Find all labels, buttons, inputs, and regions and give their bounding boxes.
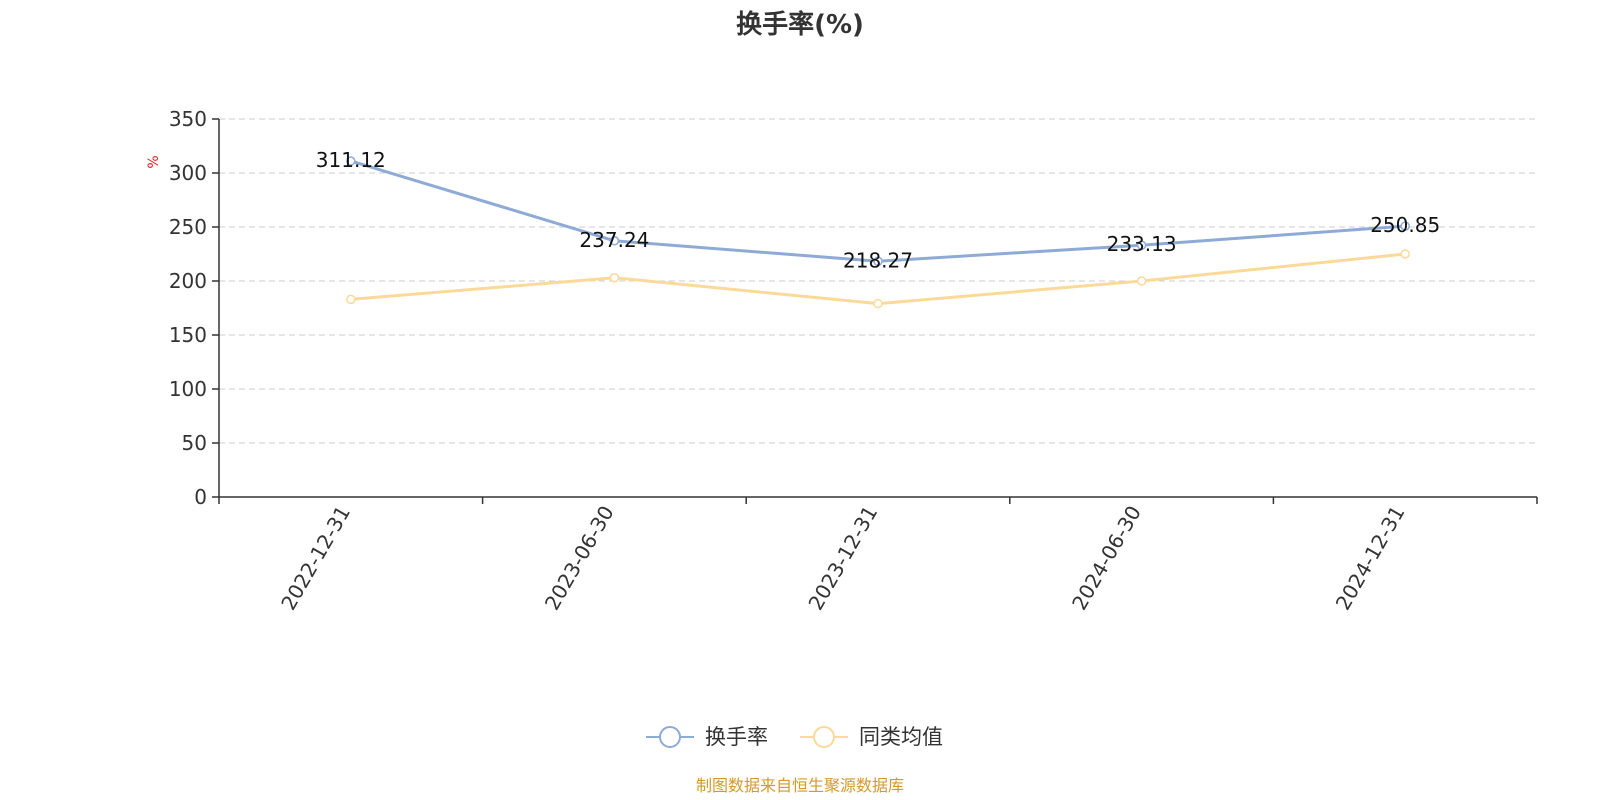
series-line-0 (350, 159, 1406, 263)
grid-lines (219, 118, 1537, 444)
legend-item-turnover[interactable]: 换手率 (646, 725, 768, 749)
y-tick-label: 100 (169, 377, 207, 401)
x-tick-label: 2024-12-31 (1331, 502, 1410, 615)
data-labels: 311.12 237.24 218.27 233.13 250.85 (316, 148, 1440, 272)
x-tick-label: 2022-12-31 (276, 502, 355, 615)
y-tick-label: 150 (169, 323, 207, 347)
data-point-1[interactable] (346, 294, 356, 305)
data-label: 250.85 (1370, 213, 1440, 237)
data-point-0[interactable] (1136, 240, 1147, 250)
data-label: 218.27 (843, 248, 913, 272)
legend-swatch-marker-turnover (659, 726, 681, 748)
x-ticks: 2022-12-31 2023-06-30 2023-12-31 2024-06-30… (218, 497, 1538, 615)
data-point-1[interactable] (1400, 249, 1410, 259)
legend-label-peer-average: 同类均值 (859, 725, 943, 749)
x-tick-label: 2023-12-31 (803, 502, 882, 615)
chart-title: 换手率(%) (736, 9, 864, 40)
legend-label-turnover: 换手率 (705, 725, 768, 749)
y-tick-label: 300 (169, 161, 207, 185)
data-point-0[interactable] (346, 156, 356, 166)
data-point-1[interactable] (1136, 276, 1147, 286)
data-point-1[interactable] (873, 298, 883, 309)
y-tick-label: 50 (182, 431, 207, 455)
legend-item-peer-average[interactable]: 同类均值 (800, 725, 943, 749)
y-tick-label: 200 (169, 269, 207, 293)
data-point-0[interactable] (609, 236, 620, 246)
y-ticks: 0 50 100 150 200 250 300 350 (169, 107, 219, 509)
axes (218, 119, 1537, 498)
data-label: 237.24 (579, 228, 649, 252)
y-tick-label: 0 (194, 485, 207, 509)
legend-swatch-marker-peer-average (813, 726, 835, 748)
y-axis-unit: % (146, 155, 162, 168)
series (346, 156, 1410, 309)
data-point-0[interactable] (873, 256, 883, 267)
legend: 换手率 同类均值 (646, 725, 943, 749)
data-source-note: 制图数据来自恒生聚源数据库 (696, 776, 904, 795)
data-point-1[interactable] (609, 273, 620, 283)
x-tick-label: 2023-06-30 (540, 502, 619, 615)
data-label: 233.13 (1107, 232, 1177, 256)
y-tick-label: 250 (169, 215, 207, 239)
data-label: 311.12 (316, 148, 386, 172)
data-point-0[interactable] (1400, 221, 1410, 231)
y-tick-label: 350 (169, 107, 207, 131)
x-tick-label: 2024-06-30 (1067, 502, 1146, 615)
